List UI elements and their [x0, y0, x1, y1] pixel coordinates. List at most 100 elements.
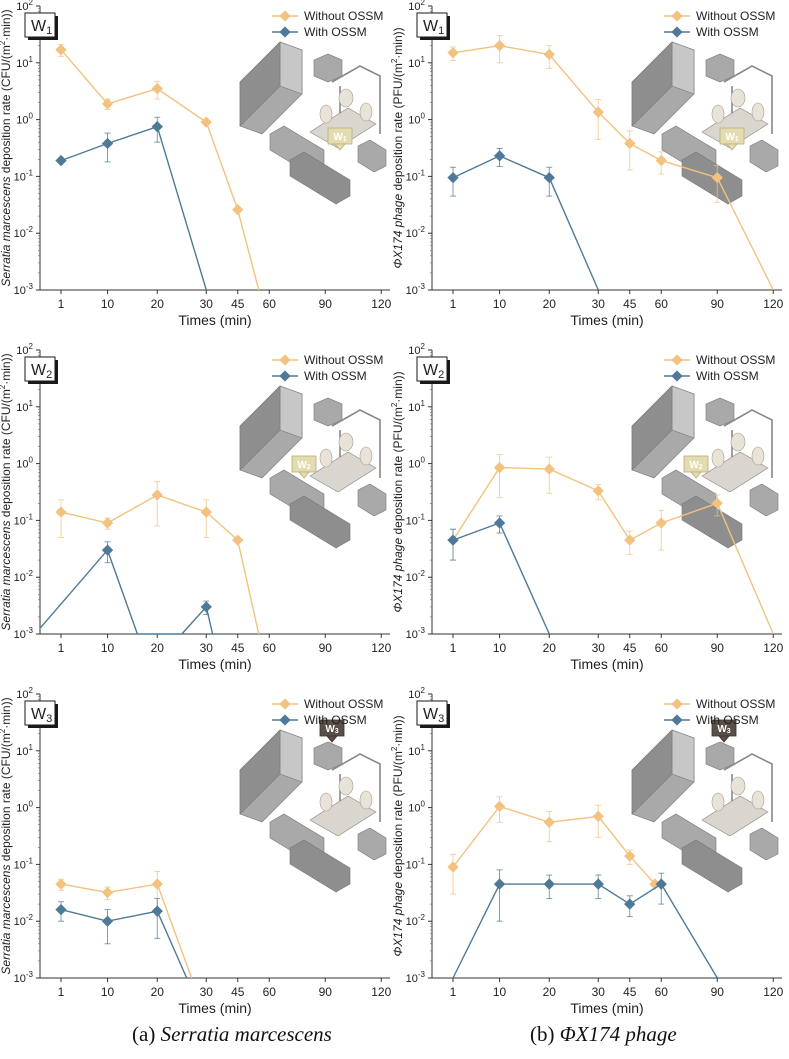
y-tick-label: 10-2: [14, 569, 34, 584]
y-tick-label: 100: [408, 456, 425, 471]
marker-label-sub: 2: [699, 464, 703, 471]
y-axis-label: ΦX174 phage deposition rate (PFU/(m2·min…: [390, 371, 405, 612]
x-tick-label: 45: [623, 985, 637, 999]
x-tick-label: 1: [450, 985, 457, 999]
series-line: [452, 883, 718, 979]
data-point: [624, 898, 636, 910]
marker-arrow: [690, 471, 702, 479]
legend-marker: [279, 354, 291, 366]
y-label-sup: 2: [390, 746, 399, 751]
x-tick-label: 90: [711, 985, 725, 999]
y-tick-label: 10-1: [406, 168, 426, 183]
data-point: [151, 489, 163, 501]
x-tick-label: 60: [655, 985, 669, 999]
surgeon-figure-2: [711, 104, 725, 124]
data-point: [101, 886, 114, 899]
y-label-text: deposition rate (PFU/(m: [391, 63, 405, 194]
cabinet-side: [279, 41, 303, 95]
y-tick-base: 10: [14, 973, 26, 985]
y-tick-base: 10: [16, 115, 28, 127]
y-tick-base: 10: [14, 171, 26, 183]
legend-marker: [279, 698, 291, 710]
legend-marker: [279, 370, 291, 382]
operating-table: [701, 795, 769, 837]
y-tick-exp: -1: [26, 168, 34, 177]
marker-label: W2: [689, 460, 702, 471]
y-tick-exp: 1: [421, 55, 426, 64]
marker-label-sub: 3: [335, 728, 339, 735]
cabinet-side: [671, 385, 695, 439]
y-tick-exp: 1: [29, 399, 34, 408]
y-label-sup: 2: [390, 402, 399, 407]
legend-label: Without OSSM: [304, 9, 383, 23]
operating-table: [701, 451, 769, 493]
data-point: [151, 121, 163, 133]
y-tick-base: 10: [14, 629, 26, 641]
y-tick-label: 100: [408, 112, 425, 127]
surgeon-figure-2: [711, 792, 725, 812]
y-tick-label: 10-3: [406, 626, 426, 641]
badge-sub: 1: [46, 25, 52, 37]
marker-label: W3: [717, 724, 730, 735]
cabinet-side: [671, 41, 695, 95]
y-tick-exp: 0: [29, 800, 34, 809]
cabinet-side: [671, 729, 695, 783]
y-tick-exp: -2: [26, 225, 34, 234]
x-axis-label: Times (min): [570, 312, 643, 328]
data-point: [55, 903, 67, 916]
bench-front: [681, 839, 743, 893]
y-tick-label: 10-2: [14, 913, 34, 928]
y-tick-base: 10: [408, 402, 420, 414]
x-tick-label: 120: [763, 985, 783, 999]
x-tick-label: 30: [592, 985, 606, 999]
series-line: [60, 883, 193, 979]
x-tick-label: 1: [450, 641, 457, 655]
y-label-text: deposition rate (CFU/(m: [0, 45, 13, 176]
x-tick-label: 120: [371, 985, 391, 999]
series-line: [452, 44, 774, 291]
y-tick-base: 10: [406, 228, 418, 240]
data-point: [200, 601, 212, 613]
y-tick-base: 10: [406, 973, 418, 985]
x-tick-label: 1: [58, 641, 65, 655]
y-tick-base: 10: [408, 746, 420, 758]
y-tick-exp: 1: [29, 55, 34, 64]
y-tick-exp: -3: [26, 282, 34, 291]
badge-box: [24, 356, 56, 382]
surgeon-figure-3: [751, 102, 765, 122]
y-tick-base: 10: [14, 515, 26, 527]
bench-front: [681, 495, 743, 549]
legend-label: With OSSM: [696, 713, 759, 727]
surgeon-figure: [338, 776, 354, 796]
room-scene-b1: W1: [631, 41, 779, 205]
y-tick-label: 100: [16, 112, 33, 127]
y-tick-label: 101: [16, 399, 33, 414]
data-point: [232, 203, 244, 216]
badge-sub: 2: [438, 369, 444, 381]
y-tick-exp: 1: [421, 399, 426, 408]
series-with-ossm: [40, 541, 214, 635]
data-point: [200, 506, 212, 518]
y-tick-label: 10-1: [406, 512, 426, 527]
legend-marker: [671, 698, 683, 710]
data-point: [151, 878, 163, 890]
y-tick-base: 10: [408, 803, 420, 815]
y-tick-label: 102: [16, 0, 33, 13]
side-cabinet: [749, 139, 779, 173]
legend-marker: [671, 354, 683, 366]
y-tick-label: 102: [408, 0, 425, 13]
y-axis-label: Serratia marcescens deposition rate (CFU…: [0, 697, 13, 974]
data-point: [655, 517, 667, 529]
bench-front: [289, 839, 351, 893]
bench-front: [289, 151, 351, 205]
y-label-sup: 2: [390, 58, 399, 63]
y-tick-base: 10: [16, 459, 28, 471]
marker-arrow: [726, 143, 738, 151]
y-label-organism: Serratia marcescens: [0, 177, 13, 287]
marker-label: W3: [325, 724, 338, 735]
x-tick-label: 10: [493, 297, 507, 311]
x-tick-label: 45: [623, 297, 637, 311]
y-tick-base: 10: [16, 402, 28, 414]
y-tick-base: 10: [406, 515, 418, 527]
